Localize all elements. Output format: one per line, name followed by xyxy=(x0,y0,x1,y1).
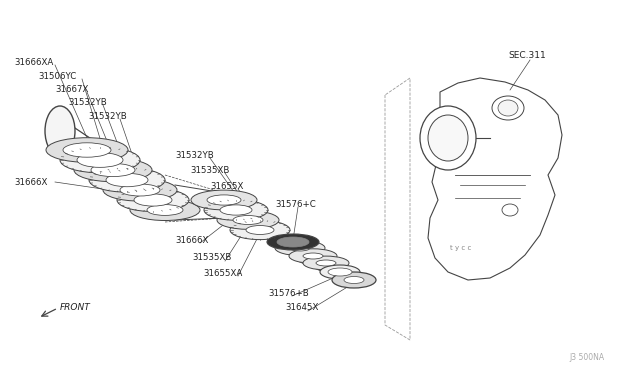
Ellipse shape xyxy=(46,138,128,162)
Ellipse shape xyxy=(320,265,360,279)
Ellipse shape xyxy=(217,211,279,229)
Ellipse shape xyxy=(420,106,476,170)
Text: 31655XA: 31655XA xyxy=(203,269,243,278)
Text: 31535XB: 31535XB xyxy=(192,253,232,263)
Ellipse shape xyxy=(267,234,319,250)
Text: 31666X: 31666X xyxy=(175,235,209,244)
Text: t y c c: t y c c xyxy=(450,245,472,251)
Ellipse shape xyxy=(120,184,160,196)
Ellipse shape xyxy=(191,190,257,210)
Ellipse shape xyxy=(74,158,152,182)
Ellipse shape xyxy=(428,115,468,161)
Text: SEC.311: SEC.311 xyxy=(508,51,546,60)
Text: 31645X: 31645X xyxy=(285,304,318,312)
Ellipse shape xyxy=(103,179,177,201)
Ellipse shape xyxy=(492,96,524,120)
Ellipse shape xyxy=(303,253,323,259)
Ellipse shape xyxy=(328,268,352,276)
Ellipse shape xyxy=(91,163,135,177)
Text: 31532YB: 31532YB xyxy=(175,151,214,160)
Ellipse shape xyxy=(502,204,518,216)
Text: 31576+B: 31576+B xyxy=(268,289,308,298)
Ellipse shape xyxy=(89,168,165,192)
Text: J3 500NA: J3 500NA xyxy=(570,353,605,362)
Ellipse shape xyxy=(117,189,189,212)
Ellipse shape xyxy=(303,256,349,270)
Ellipse shape xyxy=(289,249,337,263)
Ellipse shape xyxy=(207,195,241,205)
Ellipse shape xyxy=(344,276,364,283)
Ellipse shape xyxy=(220,205,252,215)
Text: 31532YB: 31532YB xyxy=(88,112,127,121)
Ellipse shape xyxy=(230,220,290,240)
Ellipse shape xyxy=(275,241,325,256)
Text: 31666X: 31666X xyxy=(14,177,47,186)
Ellipse shape xyxy=(277,237,309,247)
Text: 31535XB: 31535XB xyxy=(190,166,229,174)
Ellipse shape xyxy=(60,147,140,173)
Ellipse shape xyxy=(63,143,111,157)
Ellipse shape xyxy=(316,260,336,266)
Text: 31576+C: 31576+C xyxy=(275,199,316,208)
Text: 31506YC: 31506YC xyxy=(38,71,76,80)
Ellipse shape xyxy=(332,272,376,288)
Ellipse shape xyxy=(147,205,183,215)
Text: FRONT: FRONT xyxy=(60,304,91,312)
Ellipse shape xyxy=(246,225,274,234)
Ellipse shape xyxy=(77,153,123,167)
Text: 31655X: 31655X xyxy=(210,182,243,190)
Ellipse shape xyxy=(106,173,148,187)
Text: 31666XA: 31666XA xyxy=(14,58,53,67)
Ellipse shape xyxy=(290,245,310,251)
Ellipse shape xyxy=(45,106,75,156)
Ellipse shape xyxy=(134,194,172,206)
Text: 31667X: 31667X xyxy=(55,84,88,93)
Ellipse shape xyxy=(498,100,518,116)
Text: 31532YB: 31532YB xyxy=(68,97,107,106)
Ellipse shape xyxy=(204,200,268,220)
Ellipse shape xyxy=(233,215,263,224)
Ellipse shape xyxy=(130,199,200,221)
